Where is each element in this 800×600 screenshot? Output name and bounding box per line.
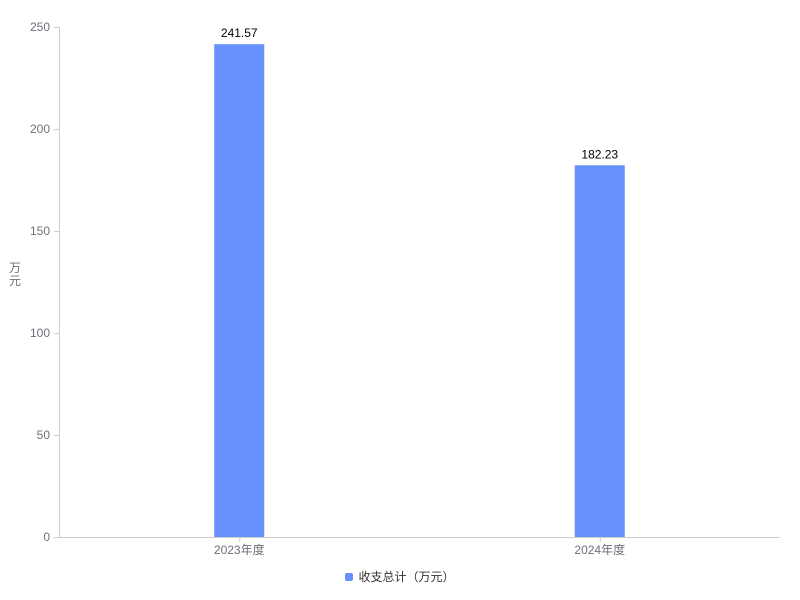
y-tick-label: 150 <box>30 224 50 238</box>
data-label: 241.57 <box>221 26 258 40</box>
legend-label: 收支总计（万元） <box>358 570 455 584</box>
y-tick-label: 50 <box>37 428 51 442</box>
legend-marker <box>345 572 354 581</box>
data-label: 182.23 <box>581 147 618 161</box>
legend[interactable]: 收支总计（万元） <box>0 568 800 585</box>
x-tick-label: 2024年度 <box>574 542 625 557</box>
bar <box>214 44 265 537</box>
y-tick-label: 200 <box>30 122 50 136</box>
bar <box>574 165 625 537</box>
y-tick-label: 250 <box>30 20 50 34</box>
x-tick-label: 2023年度 <box>214 542 265 557</box>
y-tick-label: 100 <box>30 326 50 340</box>
y-tick-label: 0 <box>43 530 50 544</box>
y-axis-label: 万元 <box>9 261 22 288</box>
